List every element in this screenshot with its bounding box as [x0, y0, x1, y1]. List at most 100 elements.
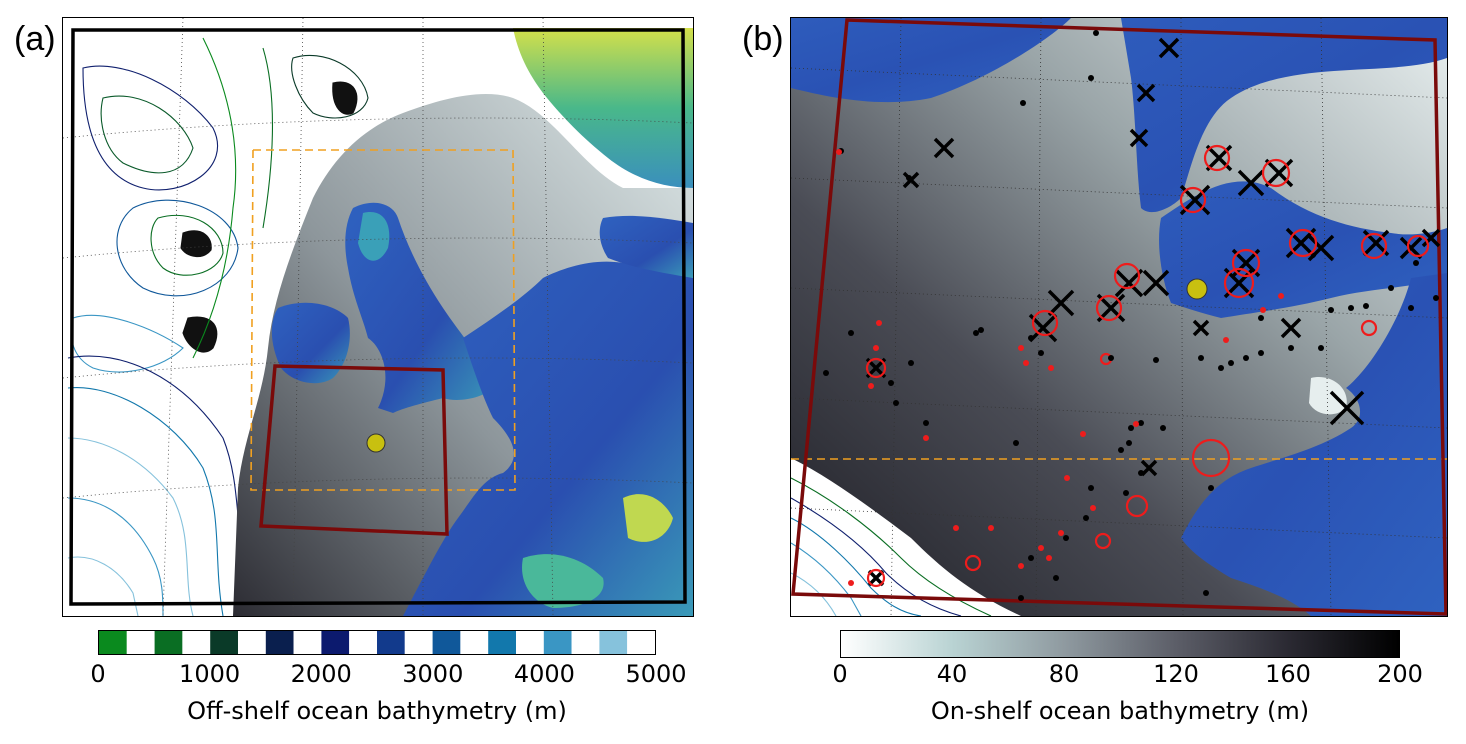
- cross-marker: [1237, 169, 1265, 197]
- colorbar-tick-label: 0: [90, 660, 106, 688]
- dot-marker: [868, 383, 874, 389]
- graticule-b: [791, 18, 1447, 616]
- colorbar-band: [126, 631, 155, 654]
- red-ring-marker: [1113, 262, 1141, 290]
- red-ring-marker: [1031, 309, 1059, 337]
- panel-a-label: (a): [14, 20, 56, 58]
- cross-marker: [933, 137, 955, 159]
- cross-marker: [1307, 234, 1335, 262]
- colorbar-band: [99, 631, 127, 654]
- alps-region: [522, 554, 604, 608]
- colorbar-tick-label: 80: [1048, 660, 1080, 688]
- colorbar-band: [154, 631, 183, 654]
- colorbar-band: [210, 631, 238, 654]
- dot-marker: [893, 400, 899, 406]
- dot-marker: [1046, 555, 1052, 561]
- dot-marker: [1064, 475, 1070, 481]
- dot-marker: [873, 345, 879, 351]
- dot-marker: [1123, 490, 1129, 496]
- dot-marker: [1080, 431, 1086, 437]
- cross-marker: [1421, 228, 1441, 248]
- dot-marker: [1088, 75, 1094, 81]
- cross-marker: [1399, 236, 1423, 260]
- colorbar-band: [265, 631, 294, 654]
- cross-marker: [1129, 128, 1149, 148]
- dot-marker: [1090, 505, 1096, 511]
- panel-b-label: (b): [742, 20, 784, 58]
- dot-marker: [923, 435, 929, 441]
- middle-domain-boundary: [250, 149, 516, 491]
- red-ring-marker: [1095, 294, 1123, 322]
- colorbar-tick-label: 120: [1153, 660, 1199, 688]
- red-ring-marker: [1125, 494, 1149, 518]
- dot-marker: [1198, 355, 1204, 361]
- cross-marker: [1264, 158, 1294, 188]
- dot-marker: [1138, 470, 1144, 476]
- dot-marker: [1160, 425, 1166, 431]
- dot-marker: [1028, 335, 1034, 341]
- red-ring-marker: [866, 568, 886, 588]
- panel-a-map: [62, 17, 694, 617]
- dot-marker: [1108, 355, 1114, 361]
- scottish-highlands: [358, 212, 390, 261]
- dot-marker: [848, 580, 854, 586]
- dot-marker: [1018, 595, 1024, 601]
- colorbar-offshelf-bands: [99, 631, 655, 654]
- cross-marker: [1047, 289, 1075, 317]
- dot-marker: [1020, 100, 1026, 106]
- dot-marker: [1018, 345, 1024, 351]
- colorbar-band: [627, 631, 655, 654]
- red-ring-marker: [1360, 232, 1388, 260]
- colorbar-offshelf-title: Off-shelf ocean bathymetry (m): [187, 697, 567, 725]
- ireland: [271, 302, 350, 384]
- dot-marker: [1128, 425, 1134, 431]
- dot-marker: [1258, 350, 1264, 356]
- dot-marker: [1058, 530, 1064, 536]
- denmark: [599, 215, 693, 278]
- colorbar-band: [293, 631, 322, 654]
- red-ring-marker: [964, 554, 982, 572]
- colorbar-onshelf-title: On-shelf ocean bathymetry (m): [930, 697, 1310, 725]
- red-ring-marker: [1223, 267, 1255, 299]
- panel-b-svg: [791, 18, 1447, 616]
- dot-marker: [836, 149, 842, 155]
- dot-marker: [1038, 545, 1044, 551]
- dot-marker: [1063, 535, 1069, 541]
- dot-marker: [1126, 440, 1132, 446]
- channel-islands: [1309, 377, 1347, 415]
- panel-a-svg: [63, 18, 693, 616]
- dot-marker: [1013, 440, 1019, 446]
- wales: [1121, 18, 1447, 213]
- dot-marker: [1278, 293, 1284, 299]
- dot-marker: [1028, 555, 1034, 561]
- dot-marker: [1260, 307, 1266, 313]
- dot-marker: [876, 320, 882, 326]
- red-ring-marker: [1360, 319, 1378, 337]
- dot-marker: [1133, 421, 1139, 427]
- cross-marker: [1329, 390, 1365, 426]
- red-ring-marker: [1179, 186, 1207, 214]
- dot-marker: [906, 175, 912, 181]
- colorbar-band: [488, 631, 516, 654]
- colorbar-tick-label: 160: [1265, 660, 1311, 688]
- dot-marker: [978, 327, 984, 333]
- colorbar-band: [321, 631, 350, 654]
- outer-domain-boundary: [69, 28, 687, 606]
- colorbar-tick-label: 40: [936, 660, 968, 688]
- cross-marker: [1140, 459, 1158, 477]
- colorbar-onshelf-gradient: [841, 631, 1399, 657]
- dot-marker: [1093, 30, 1099, 36]
- dot-marker: [1348, 305, 1354, 311]
- dot-marker: [1038, 350, 1044, 356]
- dot-marker: [848, 330, 854, 336]
- site-marker-b: [1186, 278, 1208, 300]
- dot-marker: [1083, 515, 1089, 521]
- dot-marker: [1433, 295, 1439, 301]
- continental-europe: [403, 261, 693, 616]
- deep-ocean-b: [791, 458, 1021, 616]
- dot-marker: [1208, 485, 1214, 491]
- dot-marker: [1223, 337, 1229, 343]
- colorbar-tick-label: 200: [1377, 660, 1423, 688]
- site-marker: [366, 433, 386, 453]
- brittany: [1181, 273, 1447, 616]
